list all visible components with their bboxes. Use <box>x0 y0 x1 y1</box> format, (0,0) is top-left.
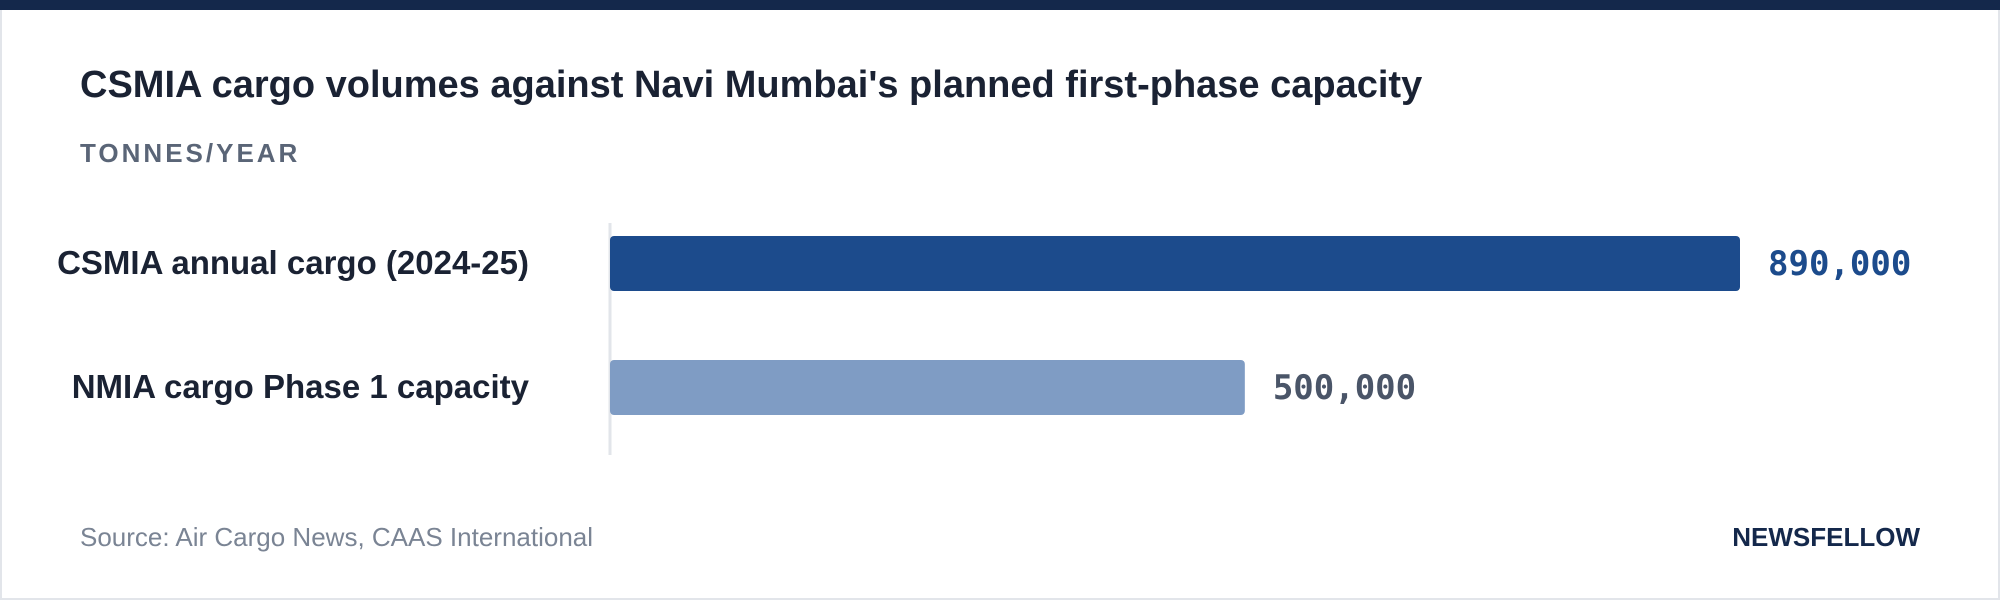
top-bar <box>0 0 2000 10</box>
value-label: 890,000 <box>1768 244 1911 284</box>
brand: NEWSFELLOW <box>1732 522 1920 552</box>
bar <box>610 360 1245 415</box>
category-label: CSMIA annual cargo (2024-25) <box>57 244 529 281</box>
subtitle: TONNES/YEAR <box>80 138 300 168</box>
value-label: 500,000 <box>1273 368 1416 408</box>
category-label: NMIA cargo Phase 1 capacity <box>72 368 530 405</box>
chart-title: CSMIA cargo volumes against Navi Mumbai'… <box>80 64 1422 106</box>
source: Source: Air Cargo News, CAAS Internation… <box>80 522 593 552</box>
bar <box>610 236 1740 291</box>
